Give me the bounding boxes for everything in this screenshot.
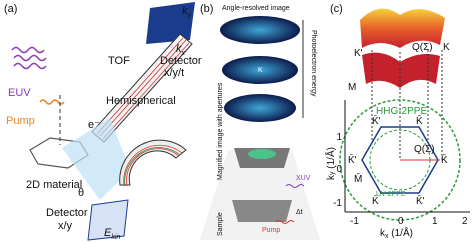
- aperture-label: Magnified image with apertures: [217, 82, 224, 180]
- y-ticks: 1 0 -1: [333, 132, 342, 209]
- electron-label: e⁻: [88, 119, 100, 131]
- image-slice: [222, 56, 298, 84]
- tof-detector-label: Detector: [160, 55, 202, 67]
- image-slice: [224, 94, 296, 122]
- hhg-label: HHG-2PPE: [376, 106, 427, 117]
- surface-label: K': [354, 48, 363, 59]
- sample-slab: [232, 200, 292, 222]
- hemispherical-label: Hemispherical: [106, 95, 176, 107]
- pump-label: Pump: [262, 227, 280, 234]
- tof-detector-plate: [146, 2, 195, 44]
- x-axis-label: kx (1/Å): [380, 226, 413, 240]
- bz-label: K̄': [372, 114, 381, 127]
- y-tick-label: 0: [336, 164, 342, 175]
- ekin-label: Ekin: [104, 227, 120, 241]
- x-tick-label: 1: [432, 216, 438, 227]
- panel-tag: (c): [330, 3, 343, 15]
- material-label: 2D material: [26, 179, 82, 191]
- uv-label: UV-2PPE: [376, 191, 406, 198]
- analyzer-path: [124, 147, 181, 187]
- brillouin-zone: [361, 126, 439, 194]
- surface-label: K: [443, 42, 450, 53]
- x-ticks: -1 0 1 2: [350, 216, 468, 227]
- k-label: K: [258, 67, 263, 74]
- bz-label: K̄': [416, 194, 425, 207]
- analyzer-paths: [123, 144, 183, 187]
- ky-label: ky: [182, 5, 192, 19]
- y-axis-label: ky (1/Å): [324, 147, 337, 180]
- delay-label: Δt: [296, 209, 303, 216]
- band-surface: [362, 52, 440, 88]
- panel-b: (b) Angle-resolved image K Photoelectron…: [200, 3, 320, 240]
- xuv-label: XUV: [296, 175, 311, 182]
- bz-label: Q(Σ): [414, 144, 435, 155]
- panel-a: (a) ky kx TOF Detector x/y/t EUV Pump e⁻…: [4, 2, 202, 241]
- bz-label: K̄: [372, 194, 379, 207]
- hhg-circle: [339, 99, 461, 221]
- euv-wave: [11, 46, 47, 70]
- emission-cone: [62, 118, 130, 200]
- projection-lines: [371, 50, 443, 160]
- pump-label: Pump: [6, 115, 35, 127]
- x-tick-label: -1: [350, 216, 359, 227]
- bz-labels: K̄' K̄ K̄' Q(Σ) K̄ M̄ K̄ K̄': [348, 114, 448, 207]
- pump-wave: [275, 220, 295, 224]
- theta-label: θ: [78, 187, 84, 199]
- bz-label: K̄: [441, 153, 448, 166]
- panel-c: (c) K' Q(Σ) K M HHG-2PPE UV-2PPE K̄' K̄K̄…: [324, 3, 470, 240]
- image-slice: [220, 16, 300, 44]
- detector-plate: [87, 199, 129, 241]
- x-tick-label: 2: [462, 216, 468, 227]
- band-surface: [360, 8, 445, 49]
- detector-label: Detector: [46, 207, 88, 219]
- trajectories: [96, 37, 190, 140]
- surface-label: M: [348, 82, 356, 93]
- tof-label: TOF: [108, 55, 130, 67]
- xuv-wave: [285, 184, 305, 188]
- surface-label: Q(Σ): [412, 42, 433, 53]
- hemispherical-analyzer: [119, 139, 187, 186]
- energy-label: Photoelectron energy: [310, 30, 317, 97]
- euv-label: EUV: [8, 87, 31, 99]
- x-tick-label: 0: [398, 216, 404, 227]
- bz-label: K̄': [348, 153, 357, 166]
- aperture-spot: [248, 149, 276, 159]
- detector-axes: x/y: [58, 220, 73, 232]
- kx-label: kx: [176, 43, 186, 57]
- bz-label: K̄: [416, 114, 423, 127]
- bz-label: M̄: [354, 172, 362, 185]
- panel-tag: (b): [200, 3, 213, 15]
- sample-label: Sample: [217, 212, 224, 236]
- top-label: Angle-resolved image: [222, 5, 290, 12]
- y-tick-label: 1: [336, 132, 342, 143]
- tof-detector-axes: x/y/t: [164, 67, 184, 79]
- panel-tag: (a): [4, 3, 17, 15]
- y-tick-label: -1: [333, 198, 342, 209]
- beam: [200, 150, 320, 240]
